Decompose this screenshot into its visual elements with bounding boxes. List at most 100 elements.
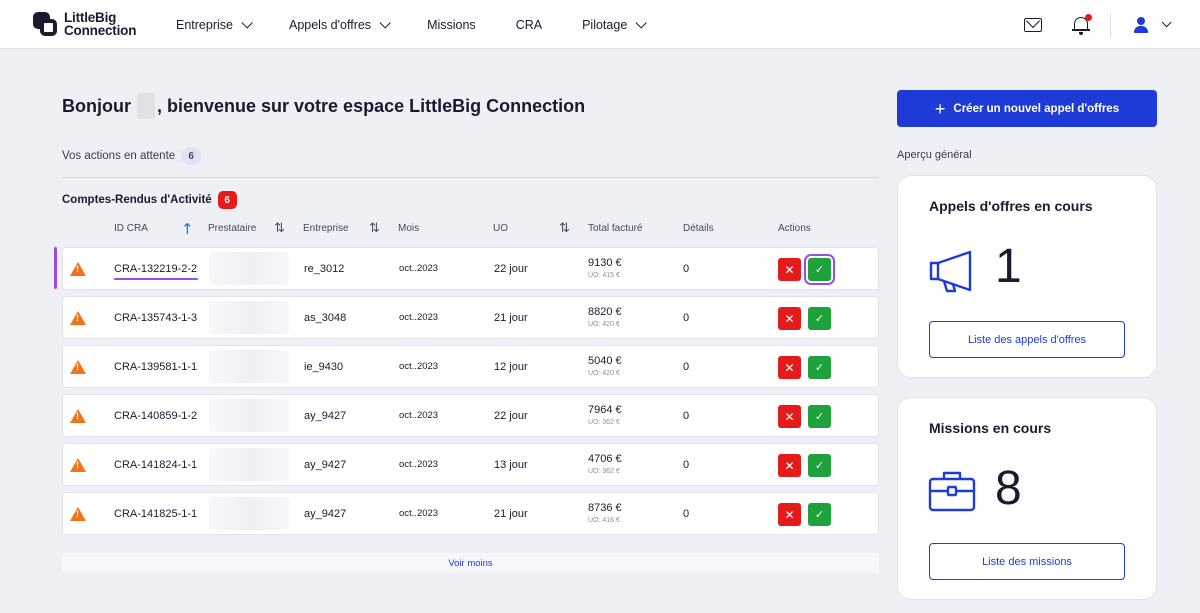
missions-list-button[interactable]: Liste des missions xyxy=(929,543,1125,580)
cra-id-link[interactable]: CRA-141824-1-1 xyxy=(114,458,198,471)
total-cell: 4706 € UO: 362 € xyxy=(588,452,622,475)
table-row: CRA-139581-1-1 ie_9430 oct..2023 12 jour… xyxy=(62,345,879,388)
warning-icon xyxy=(70,409,86,423)
warning-icon xyxy=(70,458,86,472)
cra-id-link[interactable]: CRA-135743-1-3 xyxy=(114,311,198,324)
mois-cell: oct..2023 xyxy=(399,508,439,519)
table-row: CRA-140859-1-2 ay_9427 oct..2023 22 jour… xyxy=(62,394,879,437)
tenders-list-button[interactable]: Liste des appels d'offres xyxy=(929,321,1125,358)
user-icon[interactable] xyxy=(1133,16,1149,33)
pending-count-badge: 6 xyxy=(181,147,202,165)
entreprise-cell: ay_9427 xyxy=(304,507,347,520)
mois-cell: oct..2023 xyxy=(399,361,439,372)
bell-icon[interactable] xyxy=(1072,13,1092,35)
total-cell: 7964 € UO: 362 € xyxy=(588,403,622,426)
entreprise-cell: as_3048 xyxy=(304,311,347,324)
chevron-down-icon xyxy=(241,16,253,29)
chevron-down-icon xyxy=(635,16,648,29)
card-title: Appels d'offres en cours xyxy=(929,198,1093,214)
approve-button[interactable]: ✓ xyxy=(808,356,831,379)
chevron-down-icon[interactable] xyxy=(1161,17,1172,28)
uo-cell: 22 jour xyxy=(494,409,528,422)
mail-icon[interactable] xyxy=(1024,17,1042,32)
reject-button[interactable]: ✕ xyxy=(778,307,801,330)
missions-count: 8 xyxy=(995,462,1022,515)
total-cell: 9130 € UO: 415 € xyxy=(588,256,622,279)
warning-icon xyxy=(70,507,86,521)
warning-icon xyxy=(70,262,86,276)
voir-moins-link[interactable]: Voir moins xyxy=(62,553,879,573)
cra-section-title: Comptes-Rendus d'Activité 6 xyxy=(62,191,237,209)
approve-button[interactable]: ✓ xyxy=(808,405,831,428)
tenders-card: Appels d'offres en cours 1 Liste des app… xyxy=(897,175,1157,378)
th-actions: Actions xyxy=(778,223,811,234)
nav-item-pilotage[interactable]: Pilotage xyxy=(582,16,648,32)
uo-cell: 22 jour xyxy=(494,262,528,275)
table-row: CRA-135743-1-3 as_3048 oct..2023 21 jour… xyxy=(62,296,879,339)
reject-button[interactable]: ✕ xyxy=(778,405,801,428)
create-tender-button[interactable]: + Créer un nouvel appel d'offres xyxy=(897,90,1157,127)
nav-item-appels-offres[interactable]: Appels d'offres xyxy=(289,16,391,32)
approve-button[interactable]: ✓ xyxy=(808,454,831,477)
mois-cell: oct..2023 xyxy=(399,410,439,421)
cra-count-badge: 6 xyxy=(217,191,237,209)
divider xyxy=(62,177,879,178)
redacted-prestataire xyxy=(209,301,289,334)
selected-row-marker xyxy=(54,247,57,289)
pending-actions: Vos actions en attente 6 xyxy=(62,147,202,165)
details-cell: 0 xyxy=(683,409,690,422)
logo-text: LittleBig Connection xyxy=(64,10,137,38)
th-entreprise[interactable]: Entreprise xyxy=(303,223,349,234)
approve-button[interactable]: ✓ xyxy=(808,503,831,526)
sort-icon[interactable]: ⇅ xyxy=(274,221,285,236)
cra-id-link[interactable]: CRA-139581-1-1 xyxy=(114,360,198,373)
details-cell: 0 xyxy=(683,360,690,373)
details-cell: 0 xyxy=(683,458,690,471)
th-prestataire[interactable]: Prestataire xyxy=(208,223,257,234)
th-total: Total facturé xyxy=(588,223,643,234)
sort-icon[interactable]: ⇅ xyxy=(369,221,380,236)
warning-icon xyxy=(70,311,86,325)
redacted-prestataire xyxy=(209,497,289,530)
table-row: CRA-141824-1-1 ay_9427 oct..2023 13 jour… xyxy=(62,443,879,486)
mois-cell: oct..2023 xyxy=(399,312,439,323)
nav-item-missions[interactable]: Missions xyxy=(427,17,476,32)
details-cell: 0 xyxy=(683,311,690,324)
reject-button[interactable]: ✕ xyxy=(778,503,801,526)
logo-mark-icon xyxy=(33,12,57,36)
uo-cell: 12 jour xyxy=(494,360,528,373)
th-id-cra[interactable]: ID CRA xyxy=(114,223,148,234)
details-cell: 0 xyxy=(683,507,690,520)
cra-id-link[interactable]: CRA-141825-1-1 xyxy=(114,507,198,520)
cra-id-link[interactable]: CRA-132219-2-2 xyxy=(114,262,198,275)
card-title: Missions en cours xyxy=(929,420,1052,436)
uo-cell: 21 jour xyxy=(494,311,528,324)
briefcase-icon xyxy=(928,471,976,512)
nav-item-cra[interactable]: CRA xyxy=(515,17,543,32)
approve-button[interactable]: ✓ xyxy=(808,307,831,330)
reject-button[interactable]: ✕ xyxy=(778,356,801,379)
th-mois: Mois xyxy=(398,223,420,234)
redacted-prestataire xyxy=(209,399,289,432)
uo-cell: 13 jour xyxy=(494,458,528,471)
overview-label: Aperçu général xyxy=(897,149,972,161)
page-title: Bonjour, bienvenue sur votre espace Litt… xyxy=(62,93,585,119)
logo[interactable]: LittleBig Connection xyxy=(33,11,136,37)
warning-icon xyxy=(70,360,86,374)
approve-button[interactable]: ✓ xyxy=(804,254,835,285)
cra-id-link[interactable]: CRA-140859-1-2 xyxy=(114,409,198,422)
chevron-down-icon xyxy=(379,16,391,29)
sort-icon[interactable]: ⇅ xyxy=(559,221,570,236)
table-row: CRA-132219-2-2 re_3012 oct..2023 22 jour… xyxy=(62,247,879,290)
redacted-prestataire xyxy=(209,448,289,481)
reject-button[interactable]: ✕ xyxy=(778,454,801,477)
entreprise-cell: ay_9427 xyxy=(304,458,347,471)
megaphone-icon xyxy=(929,250,972,293)
top-icons xyxy=(1024,0,1172,49)
reject-button[interactable]: ✕ xyxy=(778,258,801,281)
redacted-prestataire xyxy=(209,252,289,285)
nav-item-entreprise[interactable]: Entreprise xyxy=(176,16,253,32)
sort-asc-icon[interactable]: ↑ xyxy=(181,220,194,238)
mois-cell: oct..2023 xyxy=(399,263,439,274)
top-navigation: LittleBig Connection Entreprise Appels d… xyxy=(0,0,1200,49)
